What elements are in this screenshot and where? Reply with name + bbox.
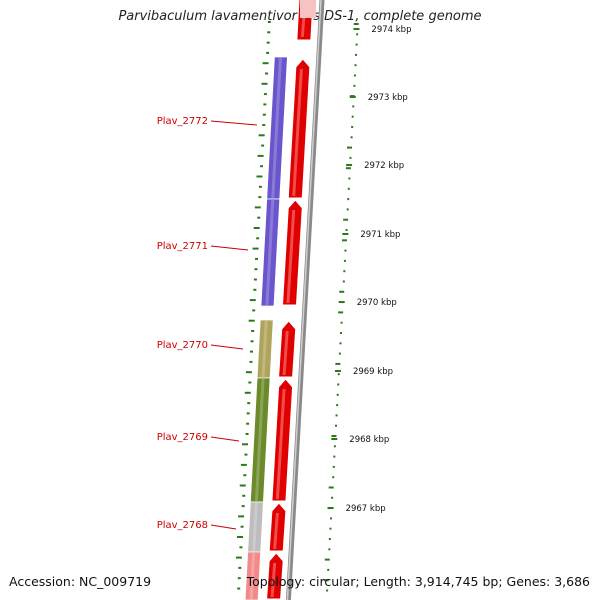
scale-label: 2973 kbp [368,93,408,103]
gene-leader-line [210,120,258,126]
backbone-line [285,0,325,600]
gene-feature-track [244,56,288,600]
gene-label[interactable]: Plav_2772 [157,116,208,127]
accession-text: Accession: NC_009719 [9,574,152,589]
gene-label[interactable]: Plav_2769 [157,432,208,443]
gene-block[interactable] [244,551,262,600]
genome-summary-text: Topology: circular; Length: 3,914,745 bp… [246,574,590,589]
scale-label: 2968 kbp [349,435,389,445]
gene-leader-line [210,344,244,350]
gene-label[interactable]: Plav_2768 [157,520,208,531]
gene-label[interactable]: Plav_2771 [157,241,208,252]
scale-label: 2971 kbp [360,230,400,240]
gc-content-track [323,23,359,592]
gene-leader-line [210,436,240,442]
gc-skew-track [235,21,271,590]
scale-label: 2967 kbp [346,504,386,514]
gene-leader-line [210,245,249,251]
gene-label[interactable]: Plav_2770 [157,340,208,351]
scale-label: 2970 kbp [357,298,397,308]
backbone-ring [285,0,325,600]
scale-label: 2974 kbp [371,25,411,35]
scale-label: 2969 kbp [353,367,393,377]
gene-block-plav-2771[interactable] [260,198,281,307]
gene-leader-line [210,524,237,530]
scale-label: 2972 kbp [364,161,404,171]
scale-track: 2974 kbp 2973 kbp 2972 kbp 2971 kbp 2970 kbp… [327,25,411,514]
gene-labels: Plav_2772 Plav_2771 Plav_2770 Plav_2769 Plav… [157,116,258,531]
cds-arrow-track [266,0,316,600]
